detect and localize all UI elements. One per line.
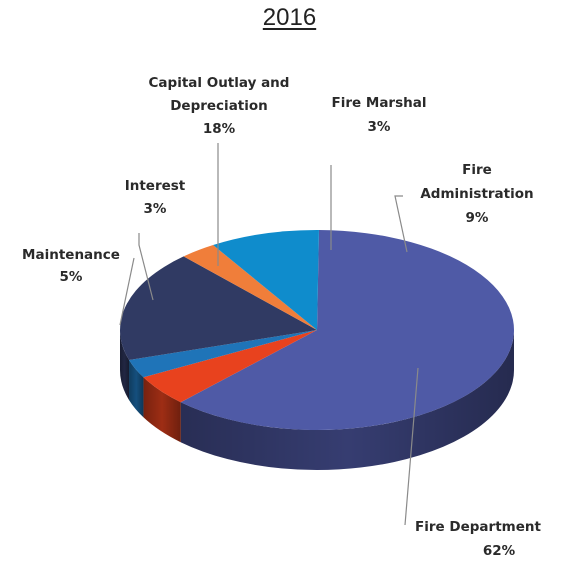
slice-fire-department [180, 230, 515, 431]
leader-line-interest [138, 233, 154, 301]
slice-fire-administration [213, 230, 319, 330]
slice-interest [129, 330, 317, 378]
slice-percent-maintenance: 5% [60, 269, 83, 285]
leader-line-fire-department [404, 367, 419, 526]
slice-fire-marshal [183, 245, 317, 330]
slice-side-capital-outlay-and-depreciation-shading [120, 330, 130, 400]
slice-capital-outlay-and-depreciation [120, 256, 317, 360]
slice-label-interest: Interest [125, 178, 186, 194]
pie-side-group [120, 330, 515, 471]
leader-line-maintenance [119, 257, 135, 326]
slice-percent-fire-department: 62% [483, 543, 516, 559]
slice-maintenance [143, 330, 317, 403]
pie-top-group [120, 230, 515, 431]
slice-label-fire-administration-line1: Fire [462, 162, 492, 178]
slice-label-fire-marshal: Fire Marshal [332, 95, 427, 111]
slice-side-fire-department-shading [180, 330, 515, 471]
leader-lines [119, 143, 419, 526]
slice-side-interest-shading [129, 359, 144, 418]
slice-label-maintenance: Maintenance [22, 247, 120, 263]
slice-label-capital-outlay-and-depreciation-line2: Depreciation [170, 98, 268, 114]
slice-percent-fire-marshal: 3% [368, 119, 391, 135]
slice-label-fire-department: Fire Department [415, 519, 541, 535]
chart-title: 2016 [262, 4, 317, 31]
slice-percent-fire-administration: 9% [466, 210, 489, 226]
slice-label-fire-administration-line2: Administration [420, 186, 533, 202]
slice-labels: Fire Department 62% Maintenance 5% Interest 3… [22, 75, 541, 559]
leader-line-fire-administration [394, 195, 408, 253]
slice-label-capital-outlay-and-depreciation-line1: Capital Outlay and [149, 75, 290, 91]
slice-percent-capital-outlay-and-depreciation: 18% [203, 121, 236, 137]
slice-percent-interest: 3% [144, 201, 167, 217]
slice-side-maintenance-shading [143, 377, 181, 443]
